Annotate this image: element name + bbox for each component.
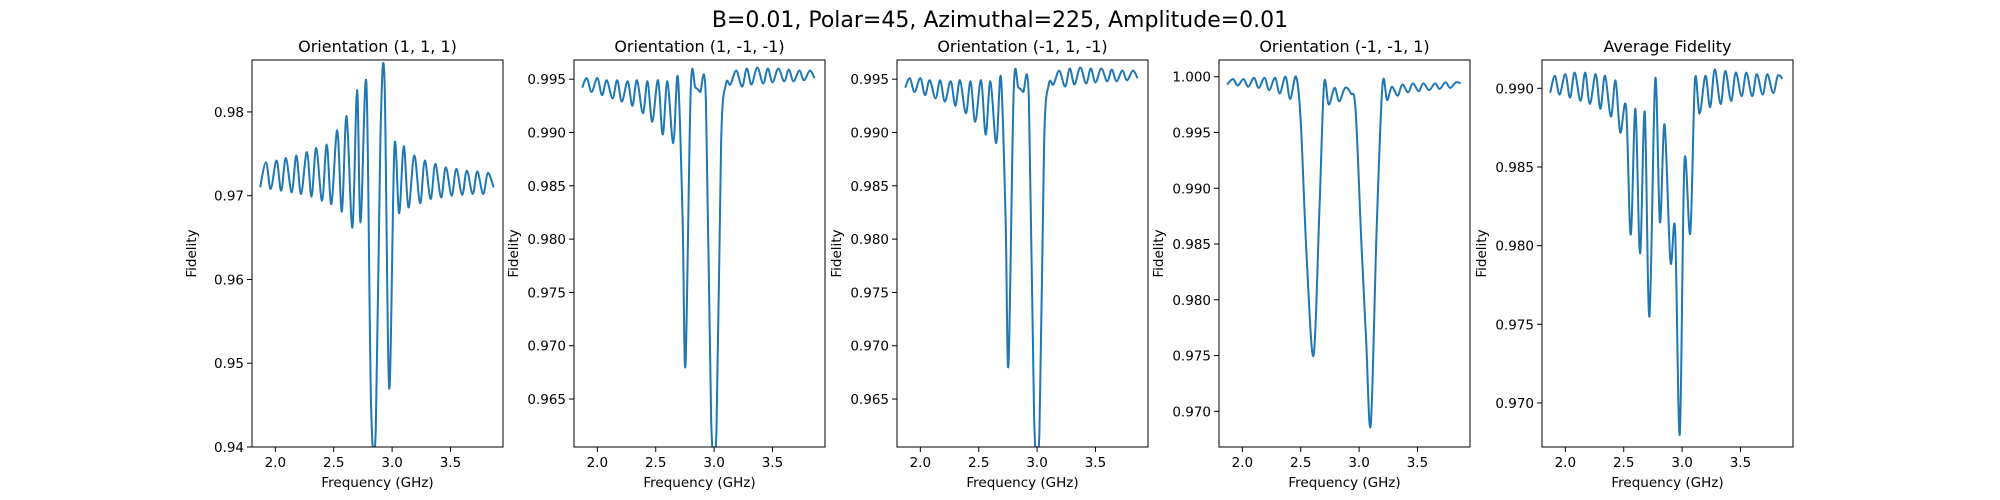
y-tick-label: 0.990 [1495, 81, 1534, 97]
axes-frame [251, 59, 504, 448]
series-line [581, 66, 816, 447]
series-line [259, 62, 495, 447]
subplot-title: Average Fidelity [1604, 37, 1732, 56]
y-axis-label: Fidelity [1151, 229, 1167, 277]
y-tick-label: 0.97 [214, 189, 244, 205]
y-axis-label: Fidelity [1474, 229, 1490, 277]
y-tick-label: 0.970 [1172, 404, 1211, 420]
x-tick-label: 3.5 [1730, 455, 1751, 471]
y-tick-label: 0.970 [1495, 396, 1534, 412]
axes-frame [1218, 59, 1471, 448]
x-tick-label: 3.5 [1085, 455, 1106, 471]
x-tick-label: 2.5 [1613, 455, 1634, 471]
y-tick-label: 0.970 [527, 339, 566, 355]
subplot-title: Orientation (1, 1, 1) [298, 37, 457, 56]
axes-frame [1541, 59, 1794, 448]
y-tick-label: 0.970 [850, 339, 889, 355]
x-tick-label: 3.0 [1348, 455, 1369, 471]
series-line [904, 66, 1139, 447]
x-tick-label: 3.5 [762, 455, 783, 471]
y-tick-label: 0.985 [1495, 160, 1534, 176]
subplot-title: Orientation (1, -1, -1) [614, 37, 784, 56]
y-tick-label: 0.990 [527, 125, 566, 141]
y-tick-label: 0.980 [1172, 293, 1211, 309]
x-tick-label: 3.0 [1671, 455, 1692, 471]
y-tick-label: 0.965 [850, 392, 889, 408]
x-tick-label: 3.0 [1026, 455, 1047, 471]
subplot-grid: Orientation (1, 1, 1) 2.0 2.5 3.0 3.5 0.94 0.9… [184, 37, 1794, 491]
x-tick-label: 2.5 [645, 455, 666, 471]
subplot-4: Orientation (-1, -1, 1) 2.0 2.5 3.0 3.5 0.970… [1151, 37, 1471, 491]
series-line [1226, 75, 1462, 429]
x-tick-label: 2.0 [265, 455, 286, 471]
y-tick-label: 0.980 [527, 232, 566, 248]
subplot-3: Orientation (-1, 1, -1) 2.0 2.5 3.0 3.5 0.965… [829, 37, 1149, 491]
y-tick-label: 0.995 [527, 72, 566, 88]
y-tick-label: 0.990 [1172, 181, 1211, 197]
y-tick-label: 0.995 [1172, 125, 1211, 141]
x-axis-label: Frequency (GHz) [1288, 475, 1400, 491]
x-tick-label: 3.0 [703, 455, 724, 471]
y-tick-label: 1.000 [1172, 70, 1211, 86]
x-tick-label: 2.0 [1555, 455, 1576, 471]
y-tick-label: 0.975 [1172, 349, 1211, 365]
series-line [1549, 68, 1784, 436]
axes-frame [573, 59, 826, 448]
x-tick-label: 3.0 [381, 455, 402, 471]
subplot-5: Average Fidelity 2.0 2.5 3.0 3.5 0.970 0.975 0.… [1474, 37, 1794, 491]
y-tick-label: 0.98 [214, 105, 244, 121]
y-tick-label: 0.965 [527, 392, 566, 408]
x-tick-label: 2.0 [1232, 455, 1253, 471]
subplot-2: Orientation (1, -1, -1) 2.0 2.5 3.0 3.5 0.965… [506, 37, 826, 491]
y-axis-label: Fidelity [506, 229, 522, 277]
x-tick-label: 2.5 [968, 455, 989, 471]
subplot-title: Orientation (-1, -1, 1) [1259, 37, 1429, 56]
x-tick-label: 2.0 [910, 455, 931, 471]
subplot-title: Orientation (-1, 1, -1) [937, 37, 1107, 56]
y-tick-label: 0.95 [214, 356, 244, 372]
axes-frame [896, 59, 1149, 448]
y-axis-label: Fidelity [184, 229, 200, 277]
y-tick-label: 0.995 [850, 72, 889, 88]
y-tick-label: 0.980 [850, 232, 889, 248]
figure-suptitle: B=0.01, Polar=45, Azimuthal=225, Amplitu… [712, 8, 1288, 33]
y-tick-label: 0.985 [527, 179, 566, 195]
x-axis-label: Frequency (GHz) [643, 475, 755, 491]
y-tick-label: 0.975 [527, 285, 566, 301]
y-tick-label: 0.990 [850, 125, 889, 141]
y-tick-label: 0.975 [1495, 317, 1534, 333]
x-tick-label: 2.0 [587, 455, 608, 471]
y-tick-label: 0.96 [214, 272, 244, 288]
y-tick-label: 0.975 [850, 285, 889, 301]
y-tick-label: 0.94 [214, 440, 244, 456]
x-axis-label: Frequency (GHz) [321, 475, 433, 491]
x-tick-label: 2.5 [323, 455, 344, 471]
subplot-1: Orientation (1, 1, 1) 2.0 2.5 3.0 3.5 0.94 0.9… [184, 37, 504, 491]
y-tick-label: 0.985 [850, 179, 889, 195]
x-axis-label: Frequency (GHz) [1611, 475, 1723, 491]
y-tick-label: 0.985 [1172, 237, 1211, 253]
x-axis-label: Frequency (GHz) [966, 475, 1078, 491]
x-tick-label: 3.5 [1407, 455, 1428, 471]
x-tick-label: 3.5 [440, 455, 461, 471]
y-tick-label: 0.980 [1495, 239, 1534, 255]
y-axis-label: Fidelity [829, 229, 845, 277]
x-tick-label: 2.5 [1290, 455, 1311, 471]
